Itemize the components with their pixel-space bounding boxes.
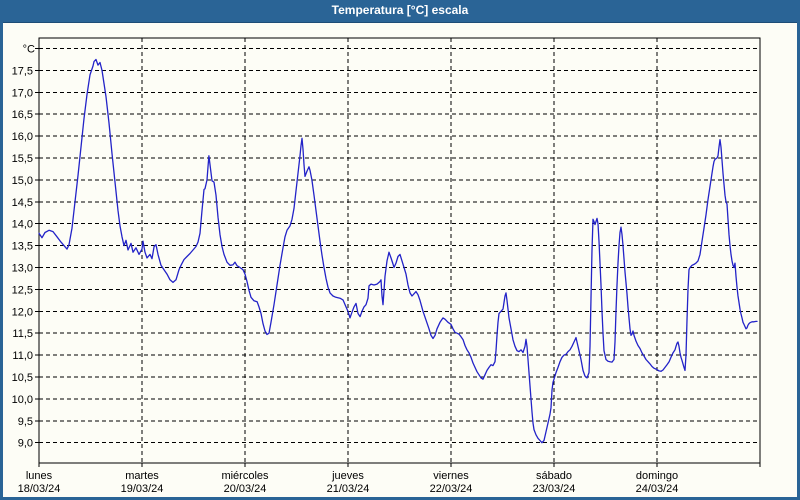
x-axis-date-label: 21/03/24: [327, 483, 370, 495]
x-axis-day-label: jueves: [331, 470, 364, 482]
window-title: Temperatura [°C] escala: [331, 3, 469, 17]
x-axis-date-label: 24/03/24: [636, 483, 679, 495]
y-axis-tick-label: 11,0: [12, 350, 33, 362]
y-axis-tick-label: 9,5: [18, 416, 33, 428]
x-axis-day-label: domingo: [636, 470, 678, 482]
x-axis-day-label: miércoles: [221, 470, 269, 482]
y-axis-unit-label: °C: [23, 44, 35, 56]
x-axis-date-label: 23/03/24: [533, 483, 576, 495]
temperature-series-line: [38, 58, 758, 444]
y-axis-tick-label: 10,5: [12, 372, 33, 384]
x-axis-day-label: martes: [125, 470, 159, 482]
y-axis-tick-label: 15,5: [12, 153, 33, 165]
x-axis-date-label: 22/03/24: [430, 483, 473, 495]
y-axis-tick-label: 17,5: [12, 65, 33, 77]
x-axis-date-label: 19/03/24: [121, 483, 164, 495]
y-axis-tick-label: 16,5: [12, 109, 33, 121]
y-axis-tick-label: 14,0: [12, 219, 33, 231]
x-axis-day-label: viernes: [433, 470, 469, 482]
plot-frame: [38, 37, 761, 464]
y-axis-tick-label: 9,0: [18, 438, 33, 450]
x-axis-day-label: sábado: [536, 470, 572, 482]
y-axis-tick-label: 10,0: [12, 394, 33, 406]
x-axis-date-label: 18/03/24: [18, 483, 61, 495]
y-axis-tick-label: 12,5: [12, 284, 33, 296]
x-axis-date-label: 20/03/24: [224, 483, 267, 495]
y-axis-tick-label: 11,5: [12, 328, 33, 340]
y-axis-tick-label: 17,0: [12, 87, 33, 99]
y-axis-tick-label: 15,0: [12, 175, 33, 187]
y-axis-tick-label: 13,5: [12, 241, 33, 253]
y-axis-tick-label: 16,0: [12, 131, 33, 143]
x-axis-day-label: lunes: [26, 470, 53, 482]
y-axis-tick-label: 13,0: [12, 263, 33, 275]
window-titlebar[interactable]: Temperatura [°C] escala: [0, 0, 800, 23]
y-axis-tick-label: 14,5: [12, 197, 33, 209]
y-axis-tick-label: 12,0: [12, 306, 33, 318]
